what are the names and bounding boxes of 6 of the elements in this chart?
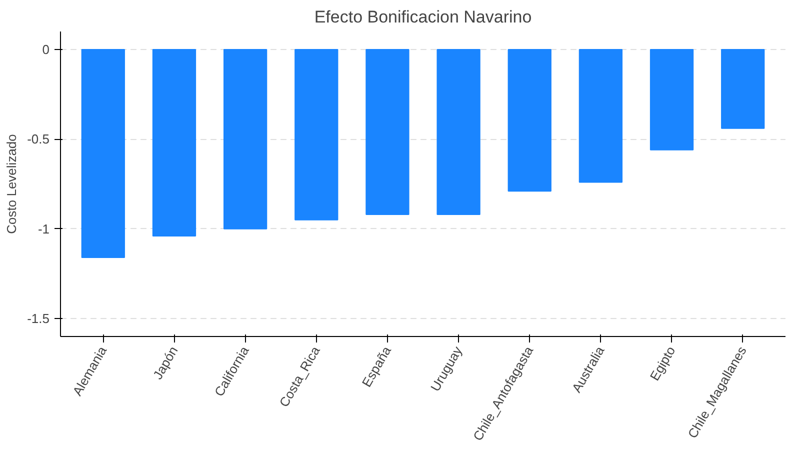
y-tick-label: -1.5 [27, 311, 50, 326]
y-axis-title: Costo Levelizado [4, 134, 20, 234]
y-tick-label: -1 [38, 221, 50, 236]
chart-title: Efecto Bonificacion Navarino [314, 8, 532, 26]
y-tick-label: 0 [42, 42, 50, 57]
y-tick-label: -0.5 [27, 132, 50, 147]
